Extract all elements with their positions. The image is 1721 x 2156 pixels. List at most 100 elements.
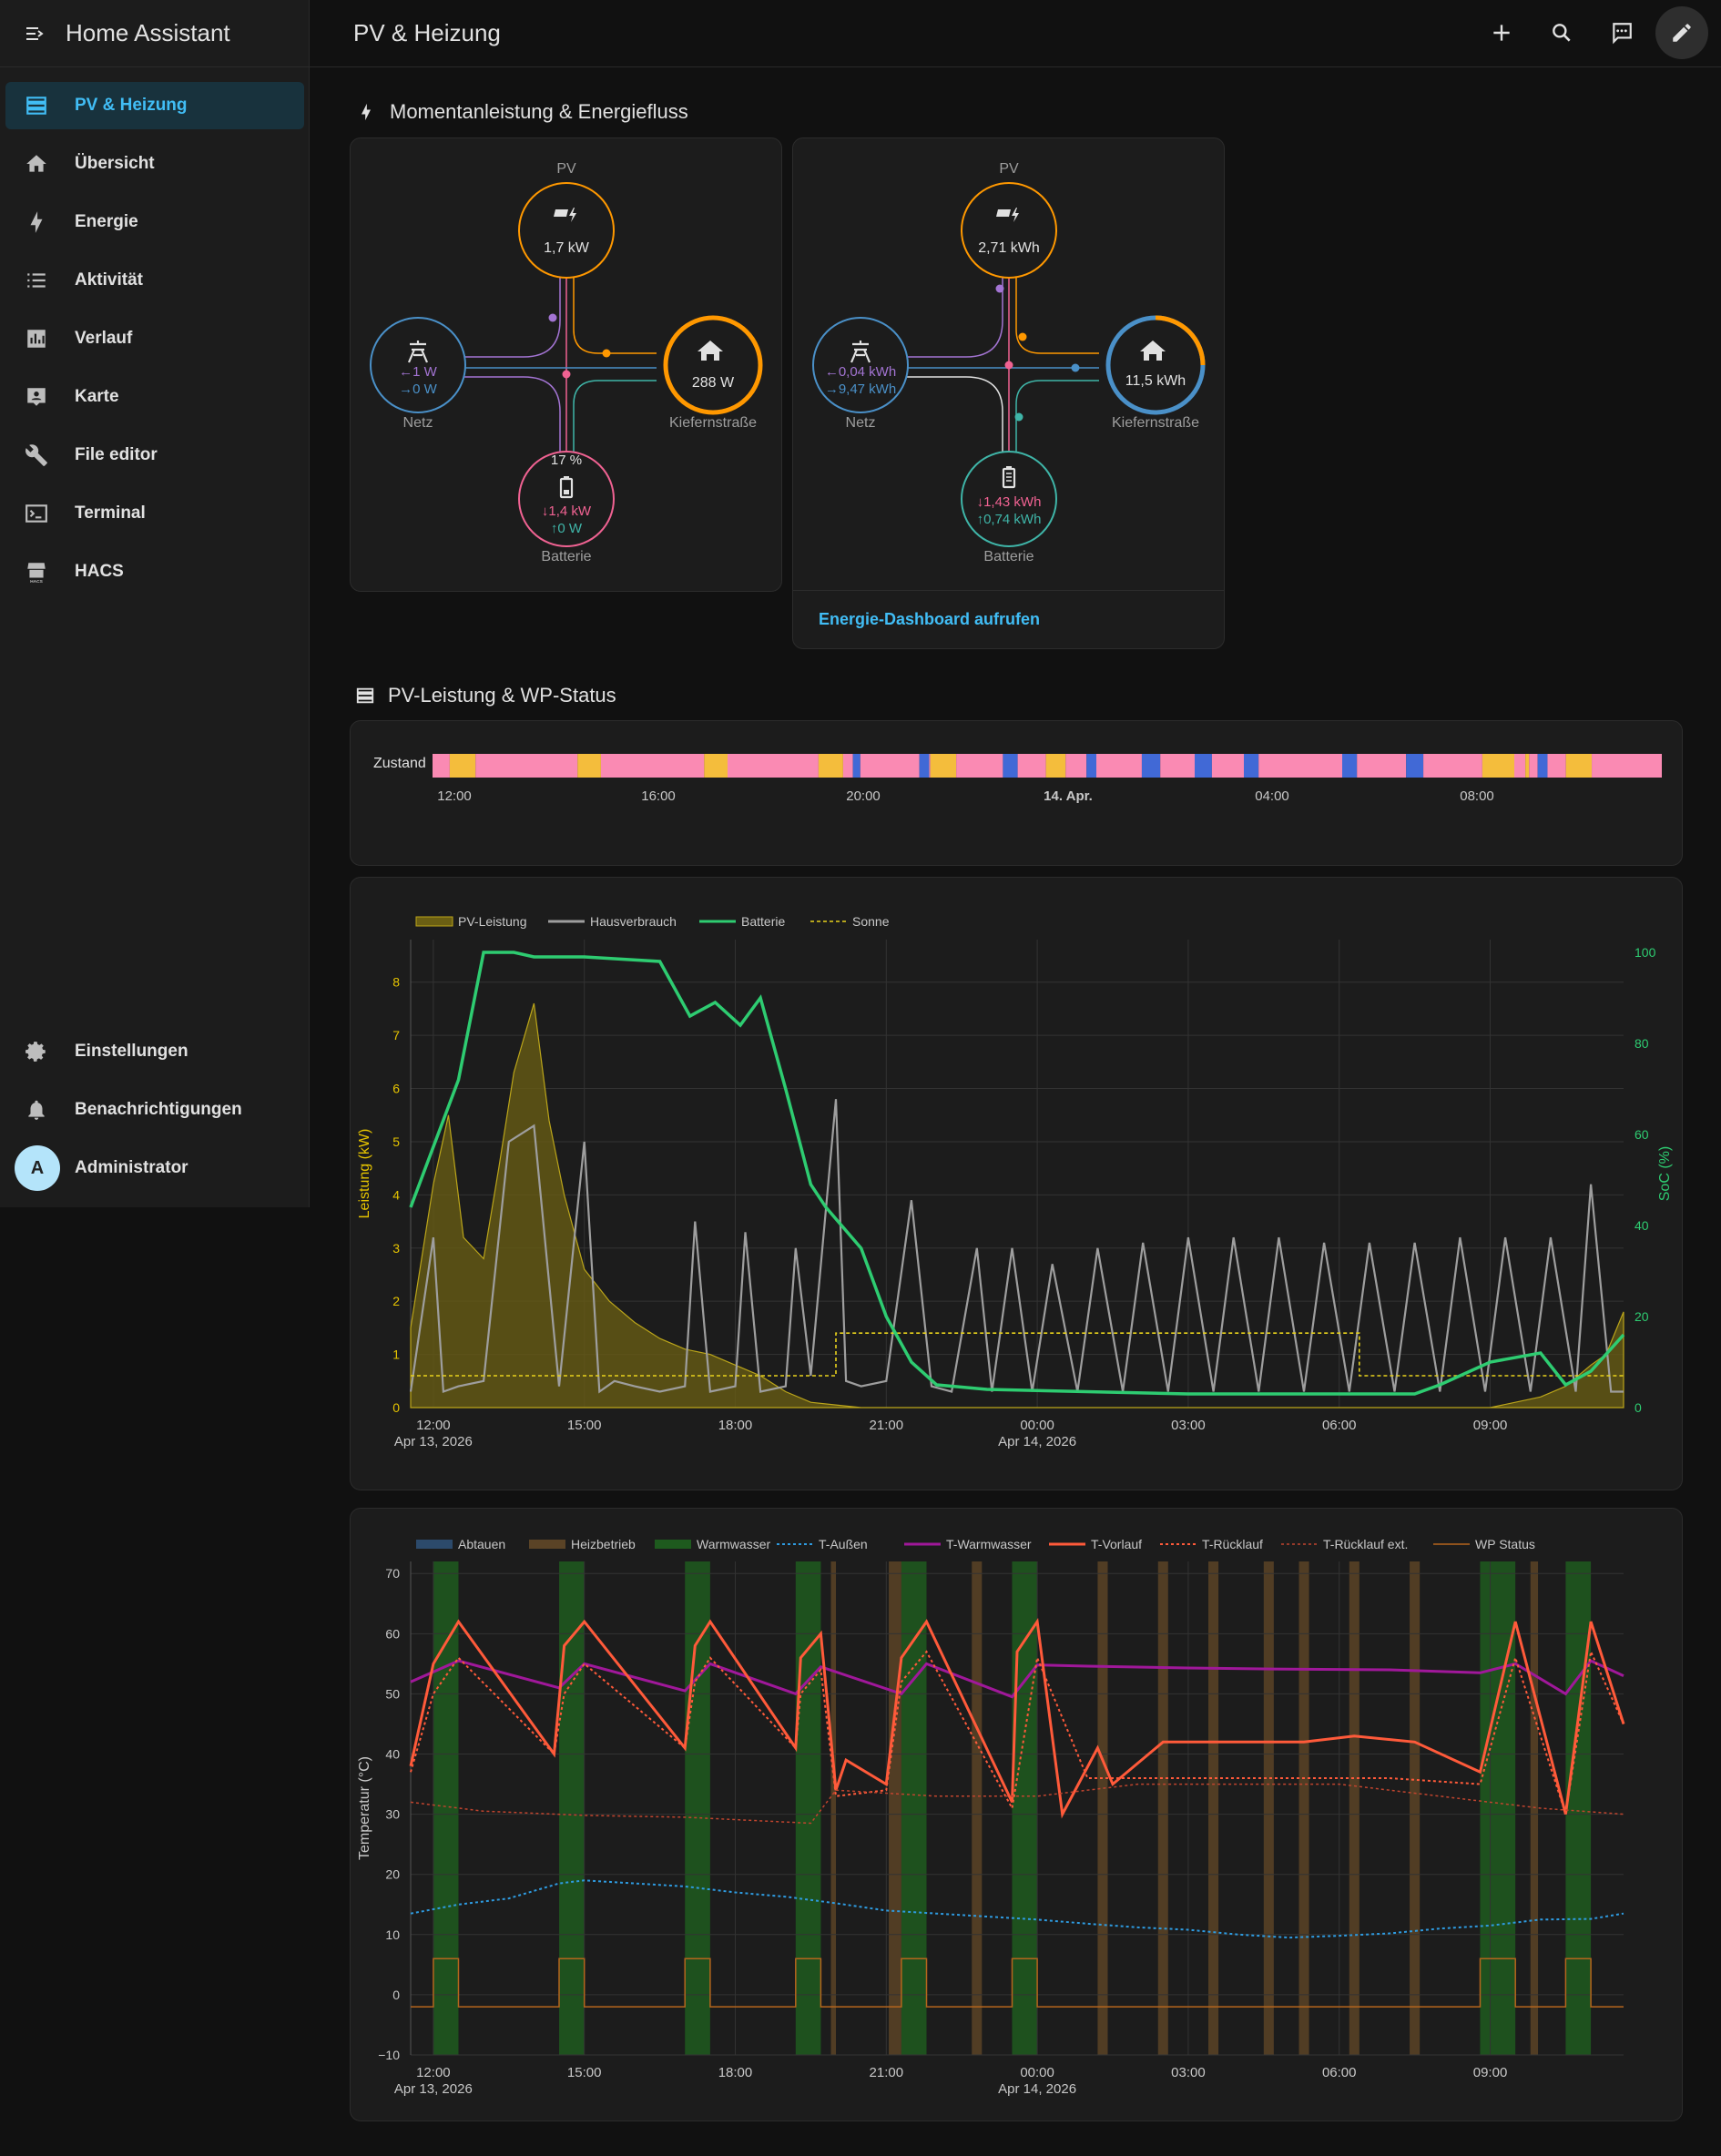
timeline-segment [1096,754,1142,778]
gear-icon [22,1037,51,1066]
state-band [1530,1561,1539,2055]
energy-dashboard-link[interactable]: Energie-Dashboard aufrufen [793,590,1224,648]
house-consumption-line [409,1099,1624,1394]
assist-button[interactable] [1595,6,1648,59]
transmission-tower-icon [850,341,871,363]
timeline-segment [1003,754,1018,778]
search-icon [1553,24,1571,42]
state-band [1012,1561,1038,2055]
x-tick-label: 06:00 [1322,2065,1357,2080]
wrench-icon [22,441,51,470]
y2-tick-label: 100 [1634,945,1656,960]
timeline-segment [1514,754,1526,778]
sidebar-item-hacs[interactable]: HACS HACS [5,548,304,595]
timeline-segment [1342,754,1358,778]
y-tick-label: 6 [392,1082,400,1096]
sidebar-item-einstellungen[interactable]: Einstellungen [5,1028,304,1075]
timeline-segment [600,754,705,778]
x-tick-label: 15:00 [567,2065,602,2080]
timeline-segment [728,754,819,778]
battery-in-value[interactable]: ↓1,43 kWh [976,494,1042,510]
state-band [1263,1561,1274,2055]
avatar: A [15,1145,60,1191]
y-tick-label: 70 [385,1566,400,1581]
sidebar-item-terminal[interactable]: Terminal [5,490,304,537]
grid-in-value[interactable]: ←0,04 kWh [824,364,897,380]
x-tick-label: 09:00 [1473,2065,1508,2080]
battery-icon [559,476,574,499]
y-tick-label: −10 [378,2048,400,2062]
x-tick-label: 06:00 [1322,1418,1357,1433]
x-tick-label: 21:00 [870,2065,904,2080]
timeline-bar[interactable] [433,754,1662,778]
bell-icon [22,1095,51,1124]
sidebar-item-administrator[interactable]: A Administrator [5,1144,304,1192]
map-account-icon [22,382,51,412]
sidebar-item-verlauf[interactable]: Verlauf [5,315,304,362]
home-icon [1140,341,1166,361]
timeline-segment [852,754,860,778]
y-tick-label: 50 [385,1686,400,1701]
grid-out-value[interactable]: →0 W [399,381,437,397]
sidebar-item-energie[interactable]: Energie [5,198,304,246]
timeline-label: Zustand [373,756,426,771]
search-button[interactable] [1535,6,1588,59]
grid-in-value[interactable]: ←1 W [399,364,437,380]
transmission-tower-icon [407,341,429,363]
series-line-wp-status [411,1958,1624,2008]
battery-soc-line [409,951,1625,1396]
add-button[interactable] [1475,6,1528,59]
sidebar: Home Assistant PV & Heizung Übersicht En… [0,0,310,1207]
home-value[interactable]: 11,5 kWh [1125,373,1186,389]
sidebar-item-karte[interactable]: Karte [5,373,304,421]
sidebar-item-benachrichtigungen[interactable]: Benachrichtigungen [5,1086,304,1134]
battery-out-value[interactable]: ↑0 W [550,521,583,536]
legend-item: Hausverbrauch [590,914,677,929]
pv-power-chart-card: 12:00 Apr 13, 2026 15:00 18:00 21:00 00:00 Apr… [350,877,1683,1490]
sidebar-item-label: Aktivität [75,270,143,290]
sidebar-item-file-editor[interactable]: File editor [5,432,304,479]
legend-item: T-Warmwasser [946,1537,1032,1551]
pv-value[interactable]: 2,71 kWh [978,240,1040,256]
timeline-tick: 16:00 [641,788,676,804]
x-tick-label: 18:00 [718,1418,753,1433]
battery-in-value[interactable]: ↓1,4 kW [541,503,592,519]
pv-value[interactable]: 1,7 kW [544,240,589,256]
timeline-tick: 20:00 [846,788,881,804]
timeline-segment [449,754,476,778]
timeline-segment [1160,754,1195,778]
y-tick-label: 30 [385,1807,400,1822]
y-tick-label: 3 [392,1241,400,1256]
legend-item: T-Rücklauf [1202,1537,1263,1551]
series-line-t-vorlauf [409,1617,1625,1819]
svg-text:HACS: HACS [30,579,44,584]
sidebar-item-label: Karte [75,387,119,406]
sidebar-item-label: Benachrichtigungen [75,1100,242,1119]
home-value[interactable]: 288 W [691,375,735,391]
section-title-energy: Momentanleistung & Energiefluss [357,100,688,124]
state-band [901,1561,927,2055]
timeline-segment [577,754,601,778]
pv-label: PV [999,161,1019,177]
y2-tick-label: 80 [1634,1036,1649,1051]
x-tick-sublabel: Apr 14, 2026 [998,2081,1076,2097]
edit-dashboard-button[interactable] [1655,6,1708,59]
state-band [559,1561,585,2055]
timeline-segment [956,754,1003,778]
sidebar-item-pv-heizung[interactable]: PV & Heizung [5,82,304,129]
state-band [1349,1561,1359,2055]
x-tick-label: 15:00 [567,1418,602,1433]
timeline-segment [929,754,931,778]
y-axis-label: Temperatur (°C) [357,1756,372,1860]
sidebar-item-aktivitaet[interactable]: Aktivität [5,257,304,304]
sidebar-item-uebersicht[interactable]: Übersicht [5,140,304,188]
grid-out-value[interactable]: →9,47 kWh [824,381,897,397]
y-tick-label: 40 [385,1747,400,1762]
section-title-pv: PV-Leistung & WP-Status [355,684,616,707]
heatpump-chart-card: 12:00 Apr 13, 2026 15:00 18:00 21:00 00:00 Apr… [350,1508,1683,2121]
sidebar-item-label: File editor [75,445,158,464]
battery-out-value[interactable]: ↑0,74 kWh [976,512,1042,527]
menu-collapse-icon[interactable] [24,23,46,45]
